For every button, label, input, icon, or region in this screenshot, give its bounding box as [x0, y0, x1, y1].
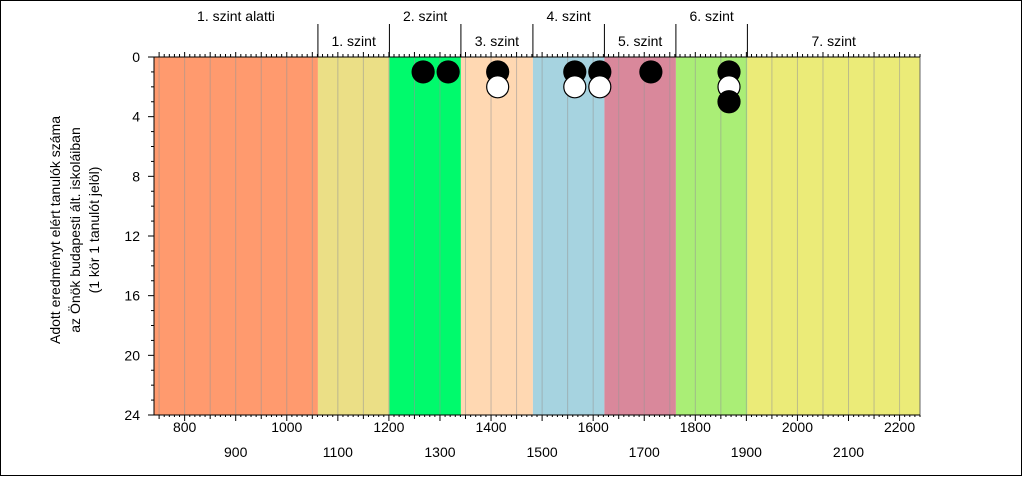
x-tick-label: 1300 [424, 444, 455, 460]
x-tick-label: 800 [173, 419, 197, 435]
level-label: 4. szint [546, 8, 590, 24]
level-label: 1. szint alatti [197, 8, 275, 24]
x-tick-label: 1600 [578, 419, 609, 435]
y-tick-label: 20 [124, 347, 140, 363]
level-label: 5. szint [618, 33, 662, 49]
level-band [532, 57, 605, 415]
x-tick-label: 1800 [680, 419, 711, 435]
student-point [486, 75, 510, 99]
level-label: 7. szint [812, 33, 856, 49]
x-tick-label: 1500 [527, 444, 558, 460]
student-point [411, 60, 435, 84]
x-tick-label: 1400 [475, 419, 506, 435]
y-axis-label: az Önök budapesti ált. iskoláiban [66, 127, 83, 332]
y-tick-label: 8 [132, 168, 140, 184]
y-tick-label: 16 [124, 288, 140, 304]
level-label: 3. szint [475, 33, 519, 49]
y-tick-label: 0 [132, 49, 140, 65]
student-point [717, 90, 741, 114]
student-point [588, 75, 612, 99]
student-point [563, 75, 587, 99]
y-tick-label: 4 [132, 109, 140, 125]
x-tick-label: 2000 [782, 419, 813, 435]
student-point [639, 60, 663, 84]
x-tick-label: 900 [224, 444, 248, 460]
y-axis-label: (1 kör 1 tanulót jelöl) [86, 167, 102, 294]
x-tick-label: 1000 [271, 419, 302, 435]
y-tick-label: 24 [124, 407, 140, 423]
x-tick-label: 1700 [629, 444, 660, 460]
level-label: 2. szint [403, 8, 447, 24]
y-tick-label: 12 [124, 228, 140, 244]
level-band [389, 57, 461, 415]
x-tick-label: 1100 [323, 444, 353, 460]
x-tick-label: 1900 [731, 444, 762, 460]
level-band [747, 57, 920, 415]
level-band [317, 57, 390, 415]
x-tick-label: 2100 [833, 444, 864, 460]
level-label: 6. szint [689, 8, 733, 24]
level-band [675, 57, 748, 415]
level-label: 1. szint [331, 33, 375, 49]
level-band [604, 57, 676, 415]
y-axis-label: Adott eredményt elért tanulók száma [47, 116, 63, 344]
student-point [436, 60, 460, 84]
level-band [460, 57, 533, 415]
x-tick-label: 2200 [884, 419, 915, 435]
x-tick-label: 1200 [373, 419, 404, 435]
